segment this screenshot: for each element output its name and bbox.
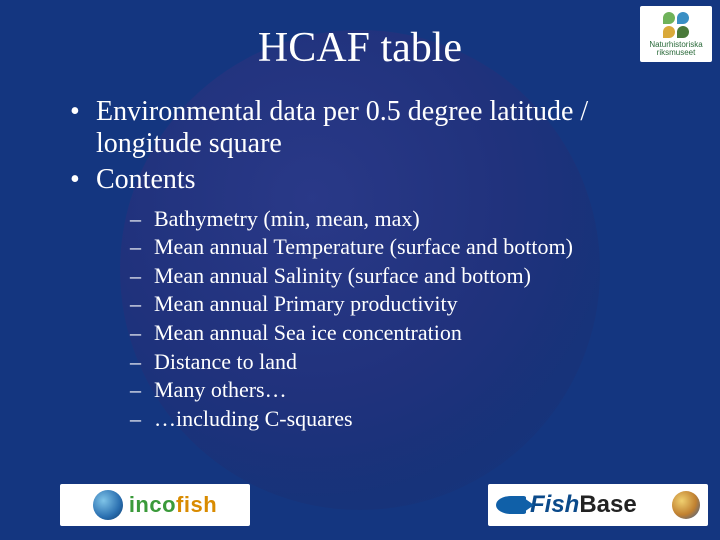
main-bullet-list: Environmental data per 0.5 degree latitu… — [50, 96, 670, 433]
bullet-text: Environmental data per 0.5 degree latitu… — [96, 96, 588, 159]
slide-title: HCAF table — [50, 24, 670, 72]
logo-text: incofish — [129, 492, 217, 518]
fish-icon — [496, 496, 526, 514]
sub-bullet-item: Mean annual Primary productivity — [130, 290, 670, 319]
globe-icon — [672, 491, 700, 519]
flower-icon — [663, 12, 689, 38]
logo-text-line2: riksmuseet — [657, 49, 696, 57]
logo-fishbase: FishBase — [488, 484, 708, 526]
bullet-item: Contents Bathymetry (min, mean, max) Mea… — [70, 164, 670, 433]
logo-incofish: incofish — [60, 484, 250, 526]
sub-bullet-item: …including C-squares — [130, 405, 670, 434]
bullet-item: Environmental data per 0.5 degree latitu… — [70, 96, 670, 160]
globe-icon — [93, 490, 123, 520]
sub-bullet-item: Mean annual Temperature (surface and bot… — [130, 233, 670, 262]
logo-naturhistoriska: Naturhistoriska riksmuseet — [640, 6, 712, 62]
slide-content: HCAF table Environmental data per 0.5 de… — [0, 0, 720, 433]
sub-bullet-item: Mean annual Salinity (surface and bottom… — [130, 262, 670, 291]
sub-bullet-item: Distance to land — [130, 348, 670, 377]
bullet-text: Contents — [96, 164, 196, 195]
sub-bullet-item: Bathymetry (min, mean, max) — [130, 205, 670, 234]
logo-text: FishBase — [530, 491, 637, 519]
sub-bullet-list: Bathymetry (min, mean, max) Mean annual … — [96, 205, 670, 434]
sub-bullet-item: Many others… — [130, 376, 670, 405]
sub-bullet-item: Mean annual Sea ice concentration — [130, 319, 670, 348]
